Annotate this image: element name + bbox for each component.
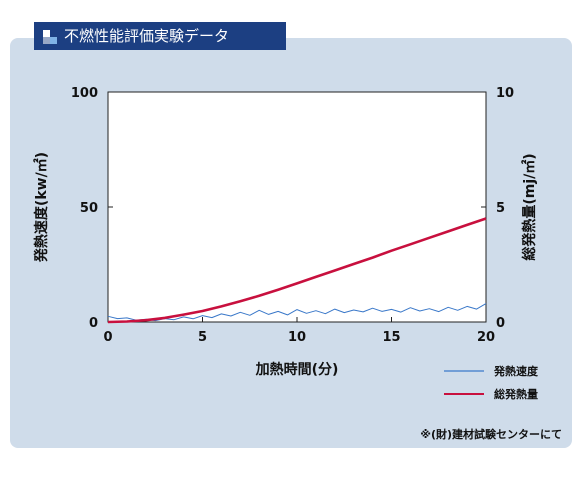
x-tick-label: 0	[103, 330, 112, 345]
x-tick-label: 20	[477, 330, 495, 345]
x-tick-label: 15	[382, 330, 400, 345]
plot-area	[107, 91, 487, 323]
left-y-axis-title: 発熱速度(kw/㎡)	[33, 152, 50, 263]
square-bullet-icon	[43, 30, 57, 44]
right-y-axis-title: 総発熱量(mj/㎡)	[521, 153, 538, 260]
legend-label-total-heat: 総発熱量	[494, 387, 538, 401]
section-header-tab: 不燃性能評価実験データ	[34, 22, 286, 50]
series-layer	[107, 217, 487, 324]
right-y-tick-label: 10	[496, 86, 514, 101]
legend-label-heat-rate: 発熱速度	[493, 364, 539, 378]
left-y-tick-label: 100	[71, 86, 98, 101]
series-line-heat-release-rate	[107, 303, 487, 322]
left-y-tick-label: 50	[80, 201, 98, 216]
left-y-tick-label: 0	[89, 316, 98, 331]
x-tick-label: 10	[288, 330, 306, 345]
footnote: ※(財)建材試験センターにて	[420, 428, 562, 441]
x-axis-title: 加熱時間(分)	[255, 361, 339, 378]
right-y-tick-label: 0	[496, 316, 505, 331]
x-tick-label: 5	[198, 330, 207, 345]
section-title: 不燃性能評価実験データ	[64, 27, 230, 45]
series-line-total-heat-release	[107, 217, 487, 324]
right-y-tick-label: 5	[496, 201, 505, 216]
legend: 発熱速度 総発熱量	[444, 364, 539, 401]
